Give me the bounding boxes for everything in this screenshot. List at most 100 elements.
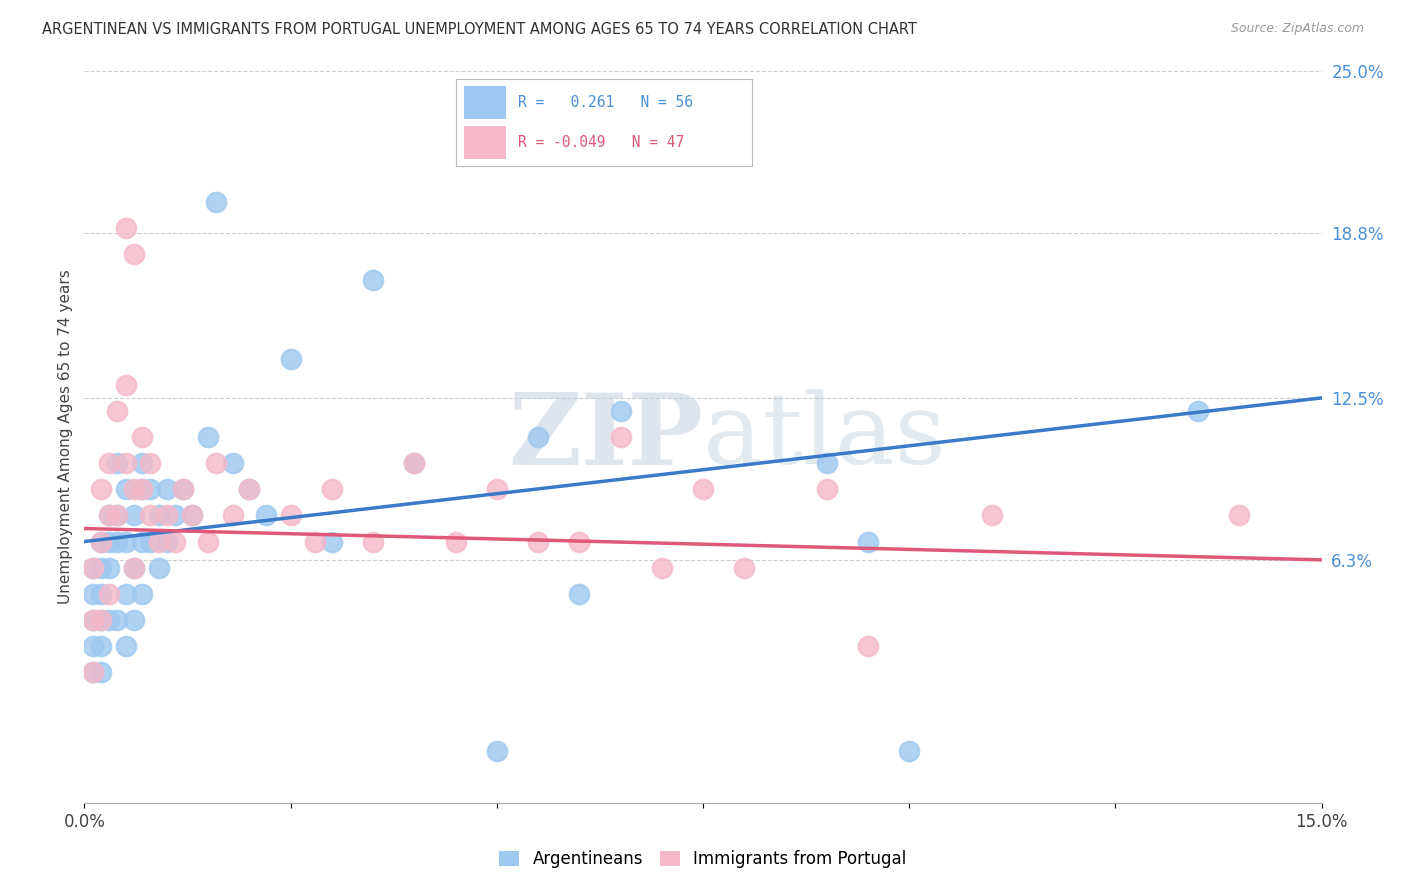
Point [139, 534, 162, 549]
Point [238, 483, 260, 497]
Point [122, 247, 145, 261]
Point [98, 587, 121, 601]
Point [148, 560, 170, 574]
Point [280, 351, 302, 366]
Point [165, 508, 187, 523]
Y-axis label: Unemployment Among Ages 65 to 74 years: Unemployment Among Ages 65 to 74 years [58, 269, 73, 605]
Point [82, 613, 104, 627]
Point [280, 508, 302, 523]
Text: ZIP: ZIP [508, 389, 703, 485]
Point [82, 613, 104, 627]
Point [733, 560, 755, 574]
Point [139, 456, 162, 470]
Point [148, 534, 170, 549]
Point [815, 483, 838, 497]
Point [568, 587, 591, 601]
Point [90, 534, 112, 549]
Point [254, 508, 277, 523]
Point [165, 534, 187, 549]
Point [114, 639, 136, 653]
Point [105, 534, 128, 549]
Point [1227, 508, 1250, 523]
Point [131, 430, 153, 444]
Point [82, 639, 104, 653]
Point [90, 613, 112, 627]
Point [90, 483, 112, 497]
Point [131, 534, 153, 549]
Point [172, 483, 194, 497]
Point [238, 483, 260, 497]
Point [321, 483, 343, 497]
Point [90, 587, 112, 601]
Point [651, 560, 673, 574]
Point [131, 483, 153, 497]
Point [98, 456, 121, 470]
Point [105, 508, 128, 523]
Point [980, 508, 1002, 523]
Point [105, 404, 128, 418]
Point [222, 456, 245, 470]
Point [105, 613, 128, 627]
Point [114, 483, 136, 497]
Point [898, 743, 921, 757]
Point [90, 613, 112, 627]
Point [815, 456, 838, 470]
Point [98, 508, 121, 523]
Point [444, 534, 467, 549]
Point [485, 483, 508, 497]
Point [609, 430, 631, 444]
Point [156, 534, 179, 549]
Point [114, 377, 136, 392]
Point [122, 560, 145, 574]
Point [114, 587, 136, 601]
Point [98, 534, 121, 549]
Point [82, 665, 104, 680]
Point [122, 560, 145, 574]
Point [609, 404, 631, 418]
Point [527, 430, 550, 444]
Point [98, 560, 121, 574]
Point [197, 430, 219, 444]
Point [122, 508, 145, 523]
Point [404, 456, 426, 470]
Point [122, 483, 145, 497]
Text: Source: ZipAtlas.com: Source: ZipAtlas.com [1230, 22, 1364, 36]
Point [180, 508, 202, 523]
Point [114, 534, 136, 549]
Point [148, 508, 170, 523]
Text: atlas: atlas [703, 389, 946, 485]
Point [98, 613, 121, 627]
Point [90, 560, 112, 574]
Point [90, 665, 112, 680]
Point [361, 273, 384, 287]
Point [90, 639, 112, 653]
Point [131, 456, 153, 470]
Point [98, 508, 121, 523]
Point [205, 194, 228, 209]
Point [82, 560, 104, 574]
Point [404, 456, 426, 470]
Point [122, 613, 145, 627]
Legend: Argentineans, Immigrants from Portugal: Argentineans, Immigrants from Portugal [492, 844, 914, 875]
Point [856, 639, 879, 653]
Point [485, 743, 508, 757]
Point [1187, 404, 1209, 418]
Point [321, 534, 343, 549]
Point [82, 560, 104, 574]
Point [156, 508, 179, 523]
Point [90, 534, 112, 549]
Point [114, 221, 136, 235]
Point [568, 534, 591, 549]
Text: ARGENTINEAN VS IMMIGRANTS FROM PORTUGAL UNEMPLOYMENT AMONG AGES 65 TO 74 YEARS C: ARGENTINEAN VS IMMIGRANTS FROM PORTUGAL … [42, 22, 917, 37]
Point [105, 456, 128, 470]
Point [180, 508, 202, 523]
Point [156, 483, 179, 497]
Point [222, 508, 245, 523]
Point [82, 665, 104, 680]
Point [105, 508, 128, 523]
Point [692, 483, 714, 497]
Point [114, 456, 136, 470]
Point [139, 483, 162, 497]
Point [197, 534, 219, 549]
Point [82, 587, 104, 601]
